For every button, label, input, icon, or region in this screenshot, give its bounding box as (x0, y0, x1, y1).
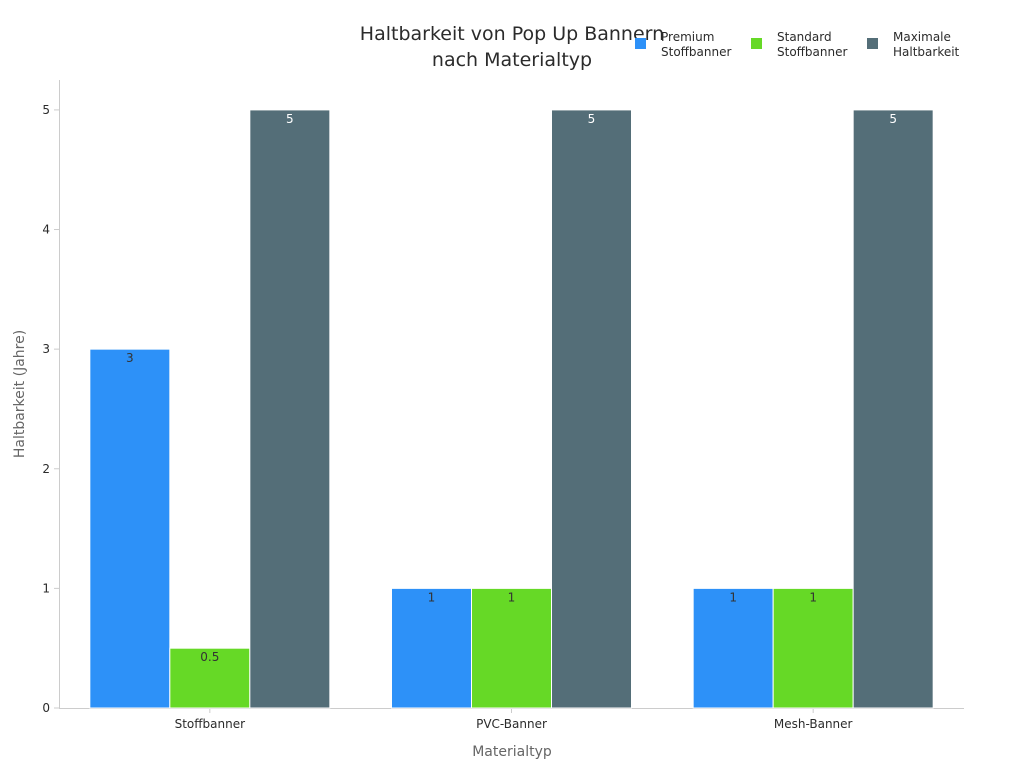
x-axis-title: Materialtyp (472, 744, 552, 760)
legend-label-standard-line-1: Standard (777, 30, 832, 44)
bar-pvc-banner-standard-stoffbanner (471, 587, 552, 709)
y-axis-title: Haltbarkeit (Jahre) (12, 330, 28, 458)
bar-pvc-banner-premium-stoffbanner (391, 587, 472, 709)
bar-mesh-banner-standard-stoffbanner (772, 587, 854, 709)
legend-swatch-premium-stoffbanner (635, 38, 646, 49)
bar-stoffbanner-premium-stoffbanner (89, 348, 171, 709)
bar-mesh-banner-maximale-haltbarkeit (852, 109, 934, 709)
legend-label-premium-line-1: Premium (661, 30, 714, 44)
y-tick-label: 1 (42, 581, 50, 595)
data-label-mesh-banner-maximale-haltbarkeit: 5 (889, 112, 897, 126)
y-tick-label: 4 (42, 223, 50, 237)
x-tick-label-stoffbanner: Stoffbanner (175, 717, 245, 731)
legend-label-maximale-line-1: Maximale (893, 30, 951, 44)
y-axis-ticks: 0 1 2 3 4 5 (42, 103, 59, 715)
y-tick-label: 3 (42, 342, 50, 356)
data-label-pvc-banner-standard-stoffbanner: 1 (508, 590, 516, 604)
legend-swatch-maximale-haltbarkeit (867, 38, 878, 49)
y-tick-label: 0 (42, 701, 50, 715)
bars (89, 109, 934, 709)
bar-pvc-banner-maximale-haltbarkeit (551, 109, 632, 709)
y-tick-label: 5 (42, 103, 50, 117)
data-label-stoffbanner-standard-stoffbanner: 0.5 (200, 650, 219, 664)
data-label-stoffbanner-maximale-haltbarkeit: 5 (286, 112, 294, 126)
data-label-pvc-banner-premium-stoffbanner: 1 (428, 590, 436, 604)
bar-stoffbanner-maximale-haltbarkeit (249, 109, 331, 709)
legend-label-premium-line-2: Stoffbanner (661, 45, 731, 59)
data-label-stoffbanner-premium-stoffbanner: 3 (126, 351, 134, 365)
data-labels: 3 0.5 5 1 1 5 1 1 5 (126, 112, 897, 664)
chart-title-line-2: nach Materialtyp (432, 49, 592, 71)
x-axis-ticks: Stoffbanner PVC-Banner Mesh-Banner (175, 708, 853, 731)
data-label-mesh-banner-premium-stoffbanner: 1 (729, 590, 737, 604)
x-tick-label-pvc-banner: PVC-Banner (476, 717, 547, 731)
x-tick-label-mesh-banner: Mesh-Banner (774, 717, 853, 731)
legend-label-standard-line-2: Stoffbanner (777, 45, 847, 59)
legend-swatch-standard-stoffbanner (751, 38, 762, 49)
bar-mesh-banner-premium-stoffbanner (692, 587, 774, 709)
data-label-mesh-banner-standard-stoffbanner: 1 (809, 590, 817, 604)
data-label-pvc-banner-maximale-haltbarkeit: 5 (588, 112, 596, 126)
chart-title-line-1: Haltbarkeit von Pop Up Bannern (360, 23, 664, 45)
legend: Premium Stoffbanner Standard Stoffbanner… (635, 30, 960, 59)
y-tick-label: 2 (42, 462, 50, 476)
legend-label-maximale-line-2: Haltbarkeit (893, 45, 960, 59)
bar-stoffbanner-standard-stoffbanner (169, 647, 251, 709)
